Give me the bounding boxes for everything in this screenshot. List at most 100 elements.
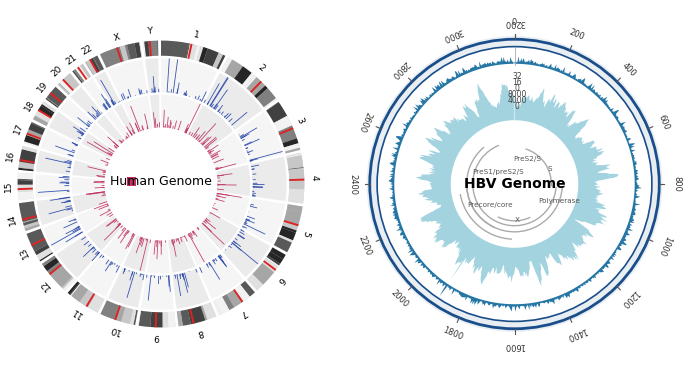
Wedge shape [116,47,122,62]
Text: PreS1/preS2/S: PreS1/preS2/S [473,169,524,175]
Wedge shape [79,254,120,297]
Text: 10: 10 [108,323,121,336]
Wedge shape [77,67,88,80]
Wedge shape [201,305,207,321]
Wedge shape [71,284,88,302]
Text: 6: 6 [275,275,286,285]
Wedge shape [41,104,55,114]
Wedge shape [161,40,225,69]
Wedge shape [127,43,137,59]
Wedge shape [266,102,279,111]
Wedge shape [120,45,129,61]
Wedge shape [72,160,106,178]
Wedge shape [274,116,292,132]
Wedge shape [114,305,121,320]
Text: X: X [113,32,121,43]
Wedge shape [38,106,53,118]
Wedge shape [278,125,297,143]
Wedge shape [24,122,46,147]
Text: 5: 5 [300,229,311,237]
Wedge shape [87,216,123,251]
Wedge shape [46,98,59,107]
Wedge shape [134,310,138,325]
Wedge shape [57,235,100,278]
Wedge shape [221,57,276,108]
Wedge shape [233,289,244,302]
Wedge shape [47,98,59,107]
Wedge shape [266,257,279,267]
Text: 400: 400 [620,61,638,78]
Wedge shape [168,236,195,273]
Wedge shape [80,290,95,307]
Wedge shape [181,309,191,326]
Wedge shape [163,312,168,328]
Circle shape [453,123,576,245]
Wedge shape [35,110,51,123]
Wedge shape [285,148,300,153]
Text: 600: 600 [657,113,671,131]
Wedge shape [286,154,302,158]
Wedge shape [143,42,146,57]
Wedge shape [36,151,73,175]
Text: 3000: 3000 [441,26,464,43]
Wedge shape [20,149,36,164]
Wedge shape [94,56,104,71]
Wedge shape [225,60,243,79]
Text: Y: Y [147,27,153,36]
Wedge shape [23,218,38,223]
Wedge shape [263,260,276,271]
Wedge shape [38,109,52,118]
Wedge shape [18,173,33,179]
Wedge shape [18,191,34,200]
Wedge shape [24,135,41,146]
Text: 17: 17 [12,122,24,136]
Wedge shape [203,49,219,67]
Wedge shape [106,109,130,139]
Wedge shape [108,60,148,101]
Wedge shape [278,125,292,132]
Wedge shape [161,40,189,58]
Wedge shape [94,71,120,106]
Wedge shape [74,69,85,82]
Wedge shape [72,71,82,83]
Wedge shape [22,146,37,153]
Wedge shape [41,130,78,158]
Wedge shape [215,297,230,314]
Wedge shape [23,219,38,226]
Wedge shape [278,234,293,243]
Wedge shape [116,306,125,322]
Wedge shape [286,153,301,157]
Wedge shape [70,283,80,295]
Wedge shape [236,112,284,162]
Wedge shape [287,155,302,158]
Wedge shape [211,193,249,226]
Text: 16: 16 [512,78,522,87]
Wedge shape [18,146,37,171]
Wedge shape [267,251,283,264]
Wedge shape [42,255,56,266]
Text: 18: 18 [23,98,37,113]
Wedge shape [72,70,83,83]
Text: X: X [514,217,519,223]
Text: 0: 0 [512,18,517,26]
Wedge shape [43,258,59,271]
Wedge shape [225,60,232,73]
Wedge shape [121,307,133,324]
Wedge shape [253,263,274,284]
Text: 1400: 1400 [565,325,588,342]
Wedge shape [46,98,59,107]
Polygon shape [416,83,618,286]
Wedge shape [81,132,115,159]
Wedge shape [188,105,233,151]
Wedge shape [288,163,303,169]
Text: 2000: 2000 [389,288,411,309]
Text: 13: 13 [18,245,31,259]
Wedge shape [247,274,263,290]
Wedge shape [143,40,158,57]
Text: 2400: 2400 [348,173,357,195]
Wedge shape [284,220,299,226]
Wedge shape [264,98,276,108]
Wedge shape [63,278,76,291]
Wedge shape [71,177,105,194]
Circle shape [378,47,651,321]
